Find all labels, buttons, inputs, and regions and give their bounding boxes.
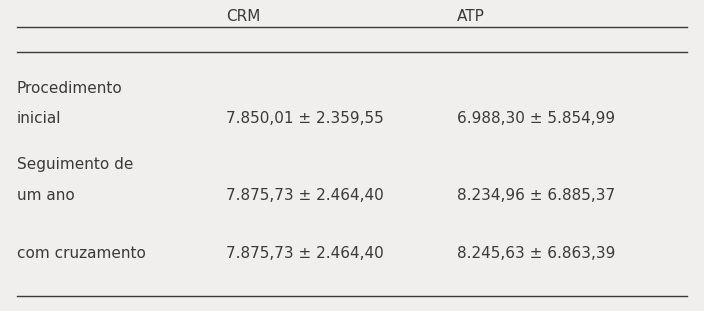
- Text: um ano: um ano: [17, 188, 75, 203]
- Text: ATP: ATP: [457, 9, 484, 24]
- Text: inicial: inicial: [17, 111, 61, 126]
- Text: 6.988,30 ± 5.854,99: 6.988,30 ± 5.854,99: [457, 111, 615, 126]
- Text: CRM: CRM: [226, 9, 260, 24]
- Text: 8.234,96 ± 6.885,37: 8.234,96 ± 6.885,37: [457, 188, 615, 203]
- Text: 8.245,63 ± 6.863,39: 8.245,63 ± 6.863,39: [457, 246, 615, 261]
- Text: 7.875,73 ± 2.464,40: 7.875,73 ± 2.464,40: [226, 246, 384, 261]
- Text: com cruzamento: com cruzamento: [17, 246, 146, 261]
- Text: Procedimento: Procedimento: [17, 81, 122, 96]
- Text: 7.875,73 ± 2.464,40: 7.875,73 ± 2.464,40: [226, 188, 384, 203]
- Text: 7.850,01 ± 2.359,55: 7.850,01 ± 2.359,55: [226, 111, 384, 126]
- Text: Seguimento de: Seguimento de: [17, 157, 133, 172]
